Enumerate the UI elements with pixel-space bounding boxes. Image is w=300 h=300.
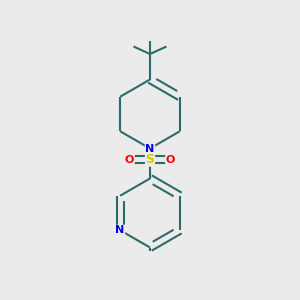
Text: N: N [146, 143, 154, 154]
Text: O: O [166, 154, 175, 165]
Text: N: N [116, 225, 125, 235]
Text: O: O [125, 154, 134, 165]
Text: S: S [146, 153, 154, 166]
